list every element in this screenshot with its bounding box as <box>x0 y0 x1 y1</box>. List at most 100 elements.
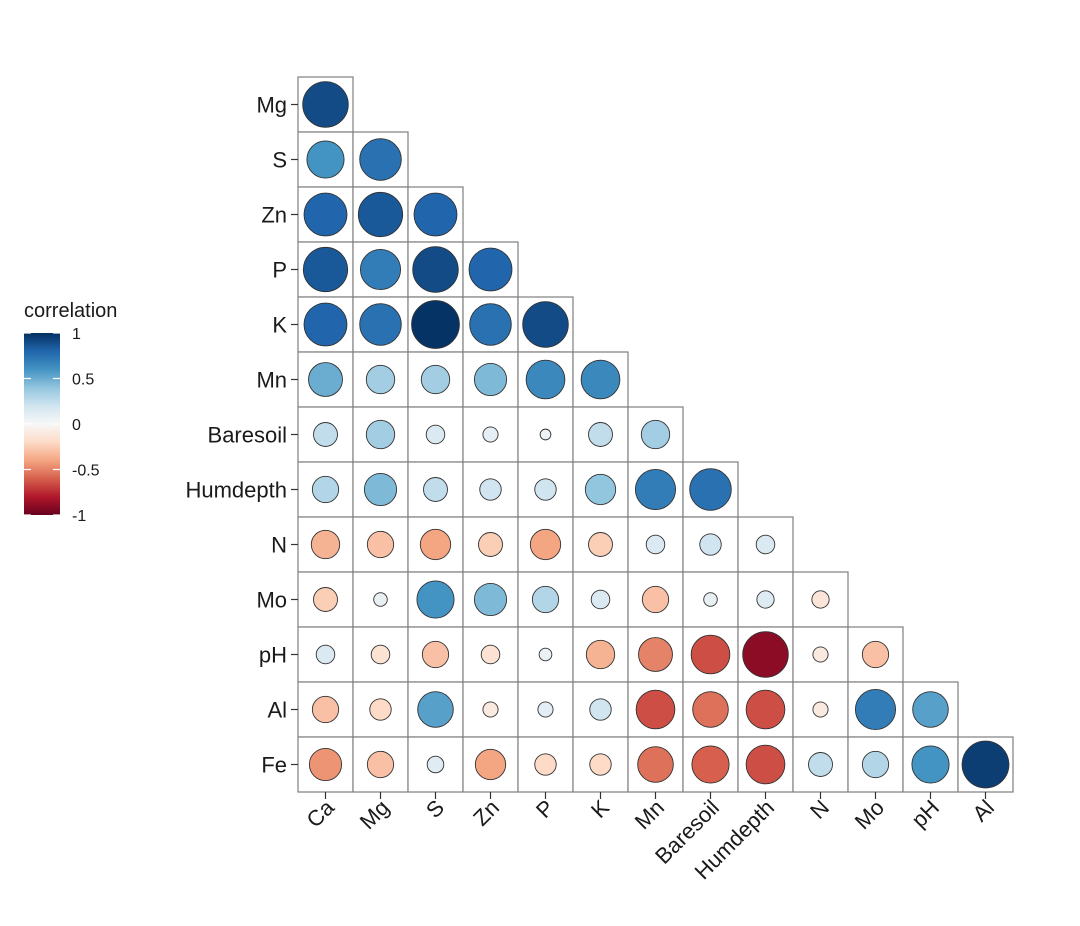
correlation-circle <box>689 468 732 511</box>
correlation-circle <box>311 475 340 504</box>
correlation-circle <box>580 359 621 400</box>
legend-tick-label: 0.5 <box>72 372 94 389</box>
correlation-circle <box>420 364 451 395</box>
correlation-circle <box>755 534 776 555</box>
correlation-circle <box>369 698 392 721</box>
legend-tick-label: 0 <box>72 417 81 434</box>
correlation-circle <box>808 752 833 777</box>
correlation-circle <box>539 428 552 441</box>
correlation-circle <box>692 691 729 728</box>
correlation-circle <box>365 419 396 450</box>
y-tick-label: Baresoil <box>208 423 287 448</box>
legend-tick-label: -1 <box>72 508 86 525</box>
correlation-circle <box>634 468 677 511</box>
correlation-circle <box>691 745 730 784</box>
y-tick-label: Zn <box>261 203 287 228</box>
correlation-circle <box>640 419 671 450</box>
correlation-circle <box>584 473 617 506</box>
correlation-circle <box>742 631 789 678</box>
y-tick-label: Mo <box>256 588 287 613</box>
correlation-circle <box>363 472 398 507</box>
y-tick-label: P <box>272 258 287 283</box>
correlation-circle <box>699 533 722 556</box>
legend-title: correlation <box>24 300 117 322</box>
correlation-circle <box>308 747 343 782</box>
x-tick-label: S <box>421 795 449 823</box>
correlation-circle <box>482 426 499 443</box>
correlation-circle <box>473 362 508 397</box>
correlation-circle <box>357 191 404 238</box>
correlation-circle <box>366 530 395 559</box>
correlation-circle <box>854 688 897 731</box>
correlation-circle <box>373 592 388 607</box>
correlation-circle <box>478 532 503 557</box>
correlation-circle <box>537 701 554 718</box>
x-tick-label: Al <box>968 795 1000 827</box>
correlation-circle <box>479 478 502 501</box>
correlation-circle <box>585 639 616 670</box>
y-tick-label: N <box>271 533 287 558</box>
correlation-circle <box>812 646 829 663</box>
correlation-circle <box>522 301 569 348</box>
correlation-circle <box>482 701 499 718</box>
correlation-circle <box>423 477 448 502</box>
correlation-circle <box>313 587 338 612</box>
correlation-circle <box>588 532 613 557</box>
correlation-circle <box>359 303 402 346</box>
correlation-circle <box>411 300 460 349</box>
correlation-circle <box>589 698 612 721</box>
correlation-circle <box>645 534 666 555</box>
correlation-circle <box>359 138 402 181</box>
legend-tick-label: -0.5 <box>72 463 100 480</box>
x-tick-label: Mg <box>355 795 394 834</box>
correlation-circle <box>419 528 452 561</box>
correlation-circle <box>534 478 557 501</box>
x-tick-label: Mo <box>850 795 889 834</box>
correlation-circle <box>703 592 718 607</box>
correlation-circle <box>417 691 454 728</box>
x-tick-label: P <box>531 795 559 823</box>
correlation-circle <box>635 689 676 730</box>
correlation-circle <box>302 81 349 128</box>
correlation-circle <box>370 644 391 665</box>
correlation-circle <box>745 744 786 785</box>
correlation-circle <box>302 246 349 293</box>
x-tick-label: Ca <box>301 794 339 832</box>
correlation-circle <box>638 637 673 672</box>
legend: correlation 1 0.5 0 -0.5 -1 <box>24 300 117 525</box>
y-tick-label: Mn <box>256 368 287 393</box>
correlation-circle <box>861 750 890 779</box>
correlation-circle <box>366 750 395 779</box>
correlation-circle <box>311 695 340 724</box>
correlation-circle <box>315 644 336 665</box>
correlation-circle <box>308 362 343 397</box>
correlation-circle <box>416 580 455 619</box>
correlation-circle <box>690 634 731 675</box>
correlation-circle <box>641 585 670 614</box>
correlation-circle <box>811 590 830 609</box>
correlation-circle <box>412 246 459 293</box>
y-tick-label: Fe <box>261 753 287 778</box>
correlation-circle <box>480 644 501 665</box>
correlation-circle <box>912 691 949 728</box>
correlation-circle <box>588 422 613 447</box>
correlation-circle <box>525 359 566 400</box>
correlation-circle <box>756 590 775 609</box>
x-tick-label: Mn <box>630 795 669 834</box>
correlation-circle <box>421 640 450 669</box>
correlation-circle <box>469 303 512 346</box>
plot-area <box>297 76 1014 793</box>
x-tick-label: K <box>586 795 614 823</box>
y-tick-label: Al <box>267 698 287 723</box>
correlation-circle <box>468 247 513 292</box>
correlation-circle <box>474 748 507 781</box>
correlation-circle <box>534 753 557 776</box>
correlation-circle <box>425 424 446 445</box>
correlation-circle <box>413 192 458 237</box>
x-tick-label: Zn <box>468 795 504 831</box>
correlation-circle <box>426 755 445 774</box>
correlation-circle <box>310 529 341 560</box>
x-tick-label: N <box>805 795 834 824</box>
correlation-circle <box>303 302 348 347</box>
